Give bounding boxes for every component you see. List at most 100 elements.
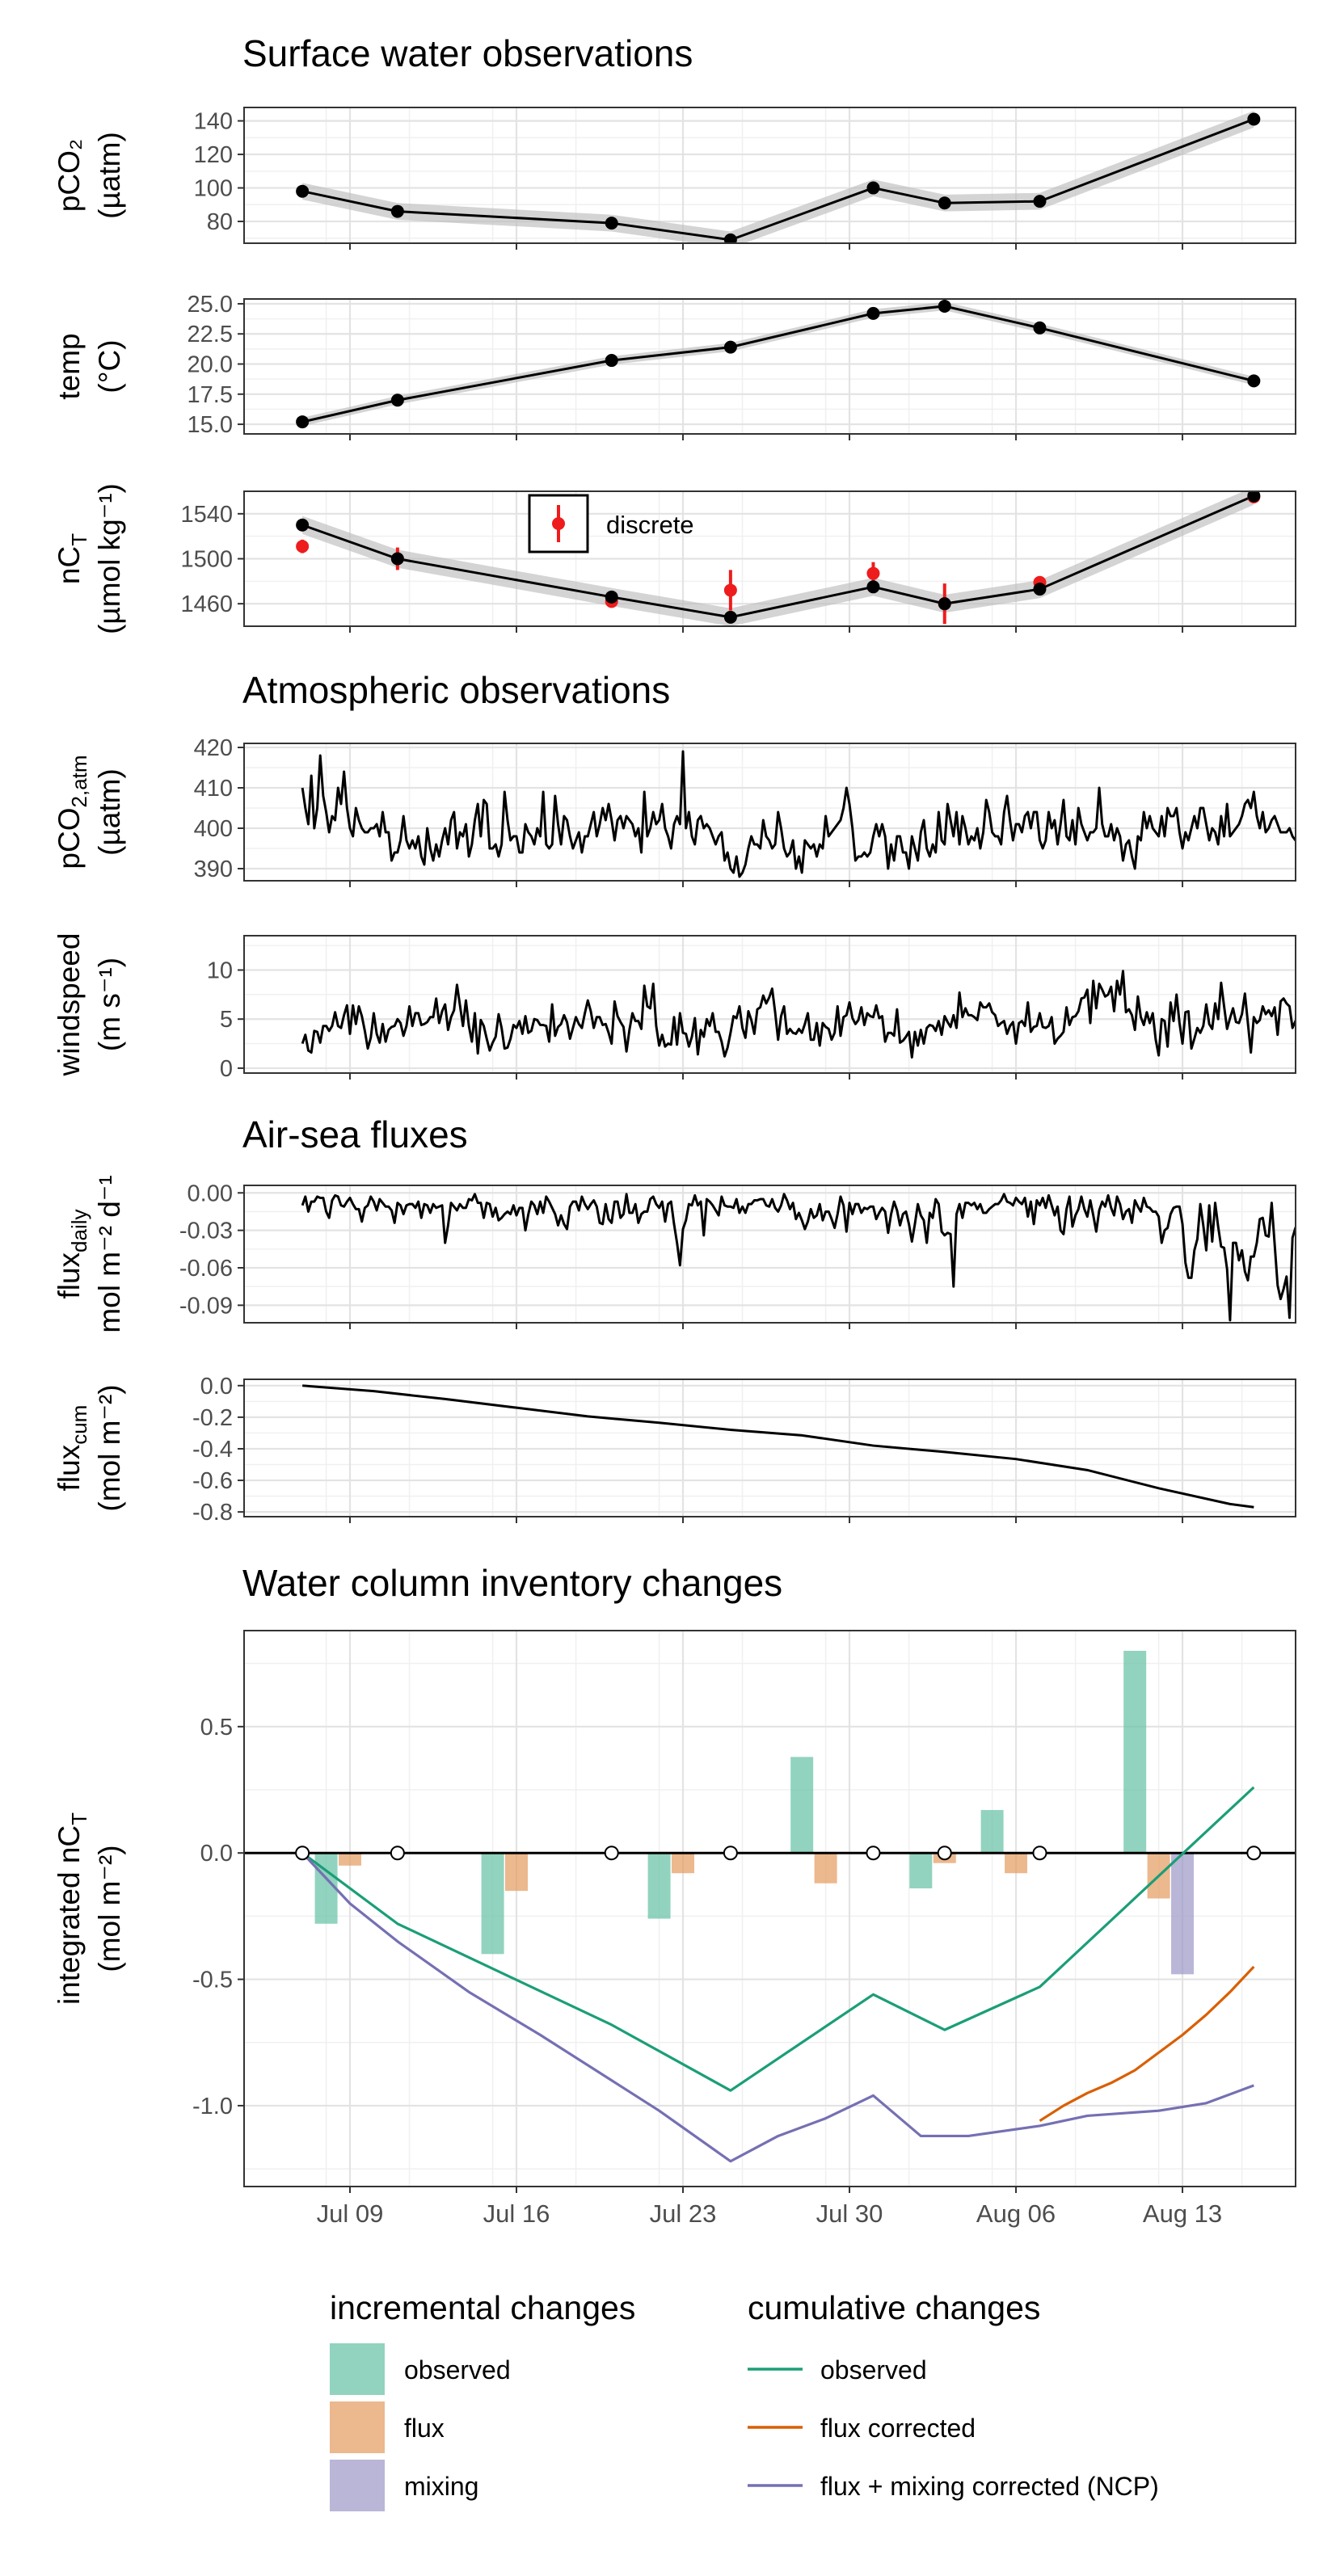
y-tick-label: 120 xyxy=(194,142,233,168)
data-point xyxy=(866,306,880,320)
y-axis-label-main: integrated nC xyxy=(53,1825,86,2005)
y-axis-unit-label: mol m⁻² d⁻¹ xyxy=(93,1175,126,1332)
y-axis-label-main: temp xyxy=(53,333,86,399)
y-tick-label: 390 xyxy=(194,857,233,882)
y-tick-label: 10 xyxy=(207,958,233,984)
sample-point xyxy=(937,1846,952,1861)
legend-label: flux + mixing corrected (NCP) xyxy=(820,2472,1159,2501)
series-line xyxy=(301,118,1254,242)
panel-windspeed: 0 5 10 windspeed (m s⁻¹) xyxy=(53,933,1296,1082)
panel-border xyxy=(243,490,1296,627)
y-tick-label: 0 xyxy=(220,1056,233,1082)
panel-border xyxy=(243,1185,1296,1324)
bar-flux xyxy=(1005,1853,1028,1874)
panel-temp: 15.0 17.5 20.0 22.5 25.0 temp (°C) xyxy=(53,292,1296,440)
y-axis-label-main: flux xyxy=(53,1444,86,1491)
y-axis-label-subscript: T xyxy=(67,1812,91,1825)
panel-flux_cum: 0.0 -0.2 -0.4 -0.6 -0.8 fluxcum (mol m⁻²) xyxy=(53,1374,1296,1526)
discrete-point xyxy=(866,566,880,580)
y-axis-label-main: windspeed xyxy=(53,933,86,1077)
panel-border xyxy=(243,1630,1296,2187)
panel-flux_daily: 0.00 -0.03 -0.06 -0.09 fluxdaily mol m⁻² d⁻¹ xyxy=(53,1175,1296,1333)
data-point xyxy=(296,415,310,429)
legend-label: flux corrected xyxy=(820,2414,976,2443)
y-tick-label: 5 xyxy=(220,1007,233,1033)
y-tick-label: 20.0 xyxy=(188,352,233,378)
y-axis-unit-label: (µmol kg⁻¹) xyxy=(93,483,126,634)
panel-background xyxy=(244,1631,1296,2187)
y-axis-label: nCT xyxy=(53,533,91,584)
sample-point xyxy=(604,1846,619,1861)
sample-point xyxy=(1032,1846,1047,1861)
bar-observed xyxy=(790,1757,814,1854)
x-tick-label: Jul 30 xyxy=(816,2199,883,2228)
bar-flux xyxy=(814,1853,837,1884)
legend-label: mixing xyxy=(404,2472,478,2501)
legend-label: observed xyxy=(404,2355,511,2384)
series-line xyxy=(302,1384,1254,1509)
panel-background xyxy=(244,299,1296,434)
y-tick-label: 25.0 xyxy=(188,292,233,318)
sample-point xyxy=(295,1846,310,1861)
discrete-point xyxy=(296,540,310,554)
plot-area xyxy=(302,1384,1254,1509)
y-tick-label: -0.2 xyxy=(192,1405,233,1431)
data-point xyxy=(1247,374,1261,388)
y-tick-label: 22.5 xyxy=(188,322,233,347)
data-point xyxy=(1247,112,1261,126)
y-tick-label: -0.5 xyxy=(192,1968,233,1993)
panel-pco2atm: 390 400 410 420 pCO2,atm (µatm) xyxy=(53,735,1296,887)
data-point xyxy=(296,184,310,198)
y-tick-label: 1460 xyxy=(180,591,233,617)
y-tick-label: -0.09 xyxy=(179,1293,233,1319)
y-axis-label: temp xyxy=(53,333,86,399)
panel-background xyxy=(244,936,1296,1073)
y-tick-label: -0.4 xyxy=(192,1437,233,1463)
data-point xyxy=(605,217,618,230)
sample-point xyxy=(866,1846,881,1861)
y-tick-label: 1540 xyxy=(180,502,233,528)
x-tick-label: Jul 23 xyxy=(650,2199,717,2228)
data-point xyxy=(723,340,737,354)
legend-swatch xyxy=(330,2401,385,2453)
data-point xyxy=(723,610,737,624)
x-tick-label: Aug 06 xyxy=(976,2199,1056,2228)
panel-nct: 1460 1500 1540 nCT (µmol kg⁻¹) discrete xyxy=(53,483,1296,634)
y-axis-label-subscript: cum xyxy=(67,1405,91,1445)
y-axis-label: pCO2,atm xyxy=(53,755,91,869)
data-point xyxy=(723,233,737,243)
y-axis-label-main: flux xyxy=(53,1252,86,1299)
x-tick-label: Aug 13 xyxy=(1143,2199,1222,2228)
section-title: Air-sea fluxes xyxy=(242,1113,468,1155)
bar-observed xyxy=(980,1810,1004,1854)
y-tick-label: 420 xyxy=(194,735,233,761)
series-line xyxy=(301,970,1296,1059)
y-tick-label: 0.5 xyxy=(200,1715,233,1740)
y-tick-label: 1500 xyxy=(180,547,233,573)
legend-label: observed xyxy=(820,2355,927,2384)
data-point xyxy=(1033,583,1047,596)
sample-point xyxy=(723,1846,738,1861)
bar-observed xyxy=(647,1853,671,1919)
y-tick-label: 400 xyxy=(194,816,233,842)
y-axis-unit-label: (mol m⁻²) xyxy=(93,1845,126,1972)
y-axis-unit-label: (µatm) xyxy=(93,768,126,856)
panel-pco2: 80 100 120 140 pCO₂ (µatm) xyxy=(53,107,1296,250)
y-axis-label-main: pCO xyxy=(53,807,86,869)
legend-swatch xyxy=(330,2460,385,2511)
legend-key-point xyxy=(552,517,565,530)
data-point xyxy=(605,354,618,368)
sample-point xyxy=(390,1846,405,1861)
data-point xyxy=(866,181,880,195)
section-title: Surface water observations xyxy=(242,32,693,74)
data-point xyxy=(390,204,404,218)
y-axis-label: fluxcum xyxy=(53,1405,91,1492)
y-axis-unit-label: (µatm) xyxy=(93,132,126,219)
y-tick-label: 0.0 xyxy=(200,1841,233,1867)
panel-border xyxy=(243,935,1296,1074)
panel-border xyxy=(243,107,1296,244)
y-tick-label: -0.8 xyxy=(192,1500,233,1526)
sample-point xyxy=(1246,1846,1262,1861)
